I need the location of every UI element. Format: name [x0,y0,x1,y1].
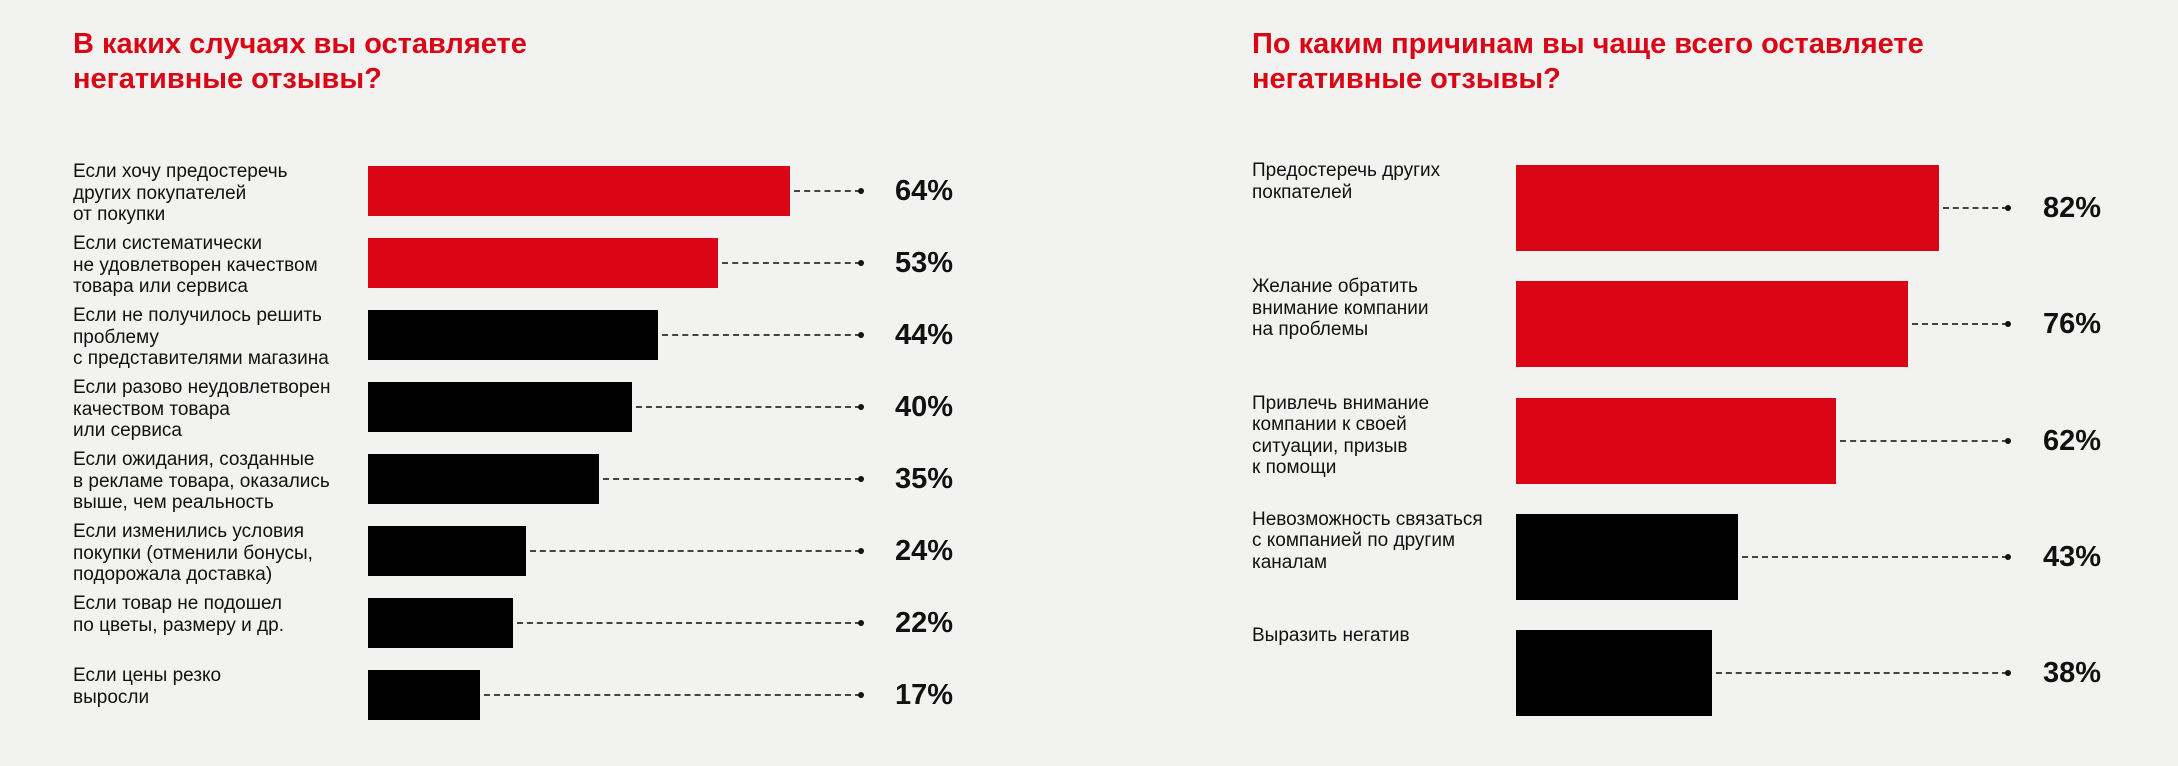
leader-dot [2005,321,2011,328]
leader-line [636,406,861,408]
leader-dot [2005,437,2011,444]
value-label: 24% [895,535,954,567]
category-label: Выразить негатив [1252,625,1410,646]
leader-line [794,190,861,192]
leader-dot [2005,670,2011,676]
category-label: Если не получилось решить проблему с пре… [73,305,329,369]
leader-dot [2005,205,2011,211]
bar [1516,281,1909,368]
leader-dot [858,548,864,554]
bar [1516,165,1940,251]
leader-line [721,262,861,264]
leader-dot [858,188,864,194]
bar-rows: Если хочу предостеречь других покупателе… [73,161,954,720]
leader-line [603,478,861,480]
category-label: Если товар не подошел по цветы, размеру … [73,593,284,636]
leader-dot [858,620,864,626]
value-label: 76% [2043,308,2102,341]
left-chart-panel: В каких случаях вы оставляете негативные… [73,28,954,720]
bar [1516,630,1713,716]
category-label: Желание обратить внимание компании на пр… [1252,276,1429,341]
bar [368,382,632,432]
leader-line [1839,439,2008,442]
leader-line [1741,555,2008,558]
leader-dot [858,404,864,410]
value-label: 40% [895,391,954,423]
bar [368,670,481,720]
value-label: 62% [2043,424,2102,457]
bar [368,598,514,648]
value-label: 43% [2043,540,2102,573]
bar [368,166,791,216]
leader-line [517,622,861,624]
leader-line [1943,207,2008,209]
value-label: 44% [895,319,954,351]
category-label: Если систематически не удовлетворен каче… [73,233,318,297]
bar [1516,397,1836,484]
leader-line [530,550,861,552]
leader-dot [858,260,864,266]
category-label: Если изменились условия покупки (отменил… [73,521,313,585]
value-label: 64% [895,175,954,207]
value-label: 38% [2043,657,2102,689]
value-label: 17% [895,679,954,711]
category-label: Если хочу предостеречь других покупателе… [73,161,288,225]
bar [1516,513,1738,600]
category-label: Если разово неудовлетворен качеством тов… [73,377,331,441]
leader-dot [858,692,864,698]
category-label: Невозможность связаться с компанией по д… [1252,508,1483,573]
leader-line [1912,323,2008,326]
category-label: Если ожидания, созданные в рекламе товар… [73,449,330,513]
right-chart-panel: По каким причинам вы чаще всего оставляе… [1090,0,2178,766]
value-label: 53% [895,247,954,279]
leader-dot [858,476,864,482]
bar [368,526,527,576]
value-label: 22% [895,607,954,639]
leader-line [1716,672,2008,674]
leader-dot [2005,553,2011,560]
chart-title: По каким причинам вы чаще всего оставляе… [1252,28,1924,95]
leader-line [484,694,861,696]
value-label: 82% [2043,192,2102,224]
chart-title: В каких случаях вы оставляете негативные… [73,28,527,95]
bar [368,454,599,504]
category-label: Если цены резко выросли [73,665,222,708]
leader-line [662,334,861,336]
category-label: Предостеречь других покпателей [1252,160,1441,203]
category-label: Привлечь внимание компании к своей ситуа… [1252,392,1430,479]
bar [368,238,718,288]
bar-rows: Предостеречь других покпателей 82% Желание… [1090,0,2178,766]
value-label: 35% [895,463,954,495]
leader-dot [858,332,864,338]
bar [368,310,659,360]
